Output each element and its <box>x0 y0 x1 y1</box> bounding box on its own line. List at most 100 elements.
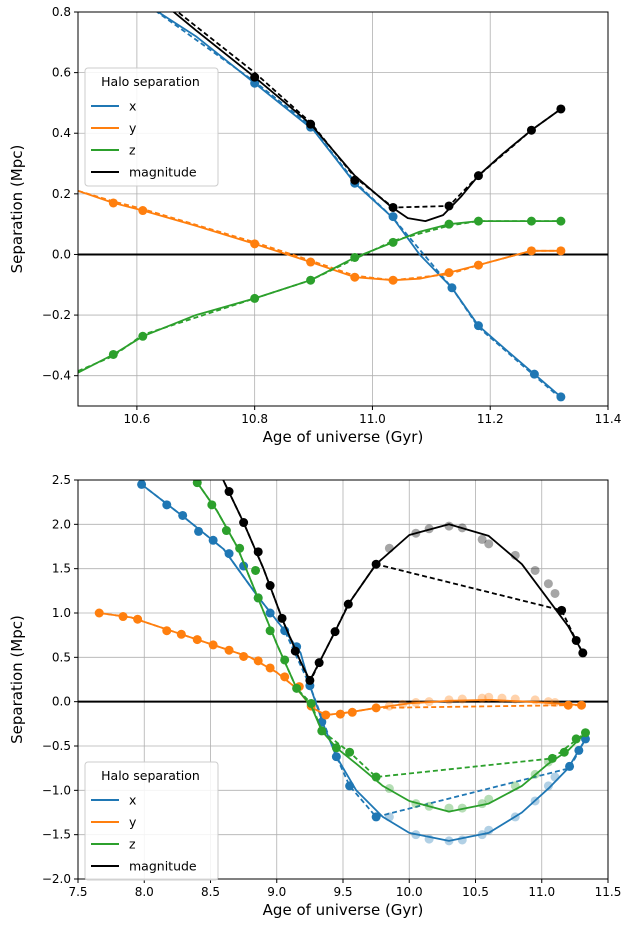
data-point-magnitude <box>224 487 234 497</box>
data-point-z <box>526 216 536 226</box>
x-axis-label: Age of universe (Gyr) <box>263 428 424 446</box>
x-tick-label: 9.5 <box>333 885 352 899</box>
data-point-x <box>473 321 483 331</box>
y-axis-label: Separation (Mpc) <box>8 615 26 744</box>
y-tick-label: 0.6 <box>52 66 71 80</box>
data-point-z <box>306 275 316 285</box>
legend-box <box>84 761 219 881</box>
data-point-z <box>235 543 245 553</box>
series-line-x <box>141 483 587 842</box>
data-point-y <box>250 239 260 249</box>
y-tick-label: 0.0 <box>52 247 71 261</box>
data-point-y <box>577 700 586 710</box>
data-point-z <box>138 331 148 341</box>
x-tick-label: 7.5 <box>68 885 87 899</box>
data-point-y <box>253 656 263 666</box>
legend-label-z: z <box>129 837 136 852</box>
data-point-z <box>331 743 341 753</box>
y-tick-label: −1.5 <box>42 828 71 842</box>
series-dashed-y <box>99 612 582 716</box>
faded-point-magnitude <box>484 539 494 549</box>
x-tick-label: 11.2 <box>477 412 504 426</box>
data-point-y <box>306 257 316 267</box>
y-tick-label: 0.5 <box>52 650 71 664</box>
legend-label-y: y <box>129 815 137 830</box>
data-point-x <box>580 734 590 744</box>
panel-1: 10.6 10.8 11.0 11.2 11.4 −0.4 −0.2 0.0 0.2 0.4 0.6… <box>8 5 622 446</box>
x-tick-label: 11.5 <box>595 885 622 899</box>
data-point-y <box>280 672 290 682</box>
data-point-z <box>345 747 355 757</box>
data-point-x <box>345 781 355 791</box>
x-tick-label: 10.5 <box>462 885 489 899</box>
series-line-magnitude <box>172 12 562 223</box>
data-point-y <box>526 246 536 256</box>
data-point-magnitude <box>239 518 249 528</box>
data-point-x <box>162 500 172 510</box>
x-tick-label: 11.0 <box>528 885 555 899</box>
data-point-magnitude <box>350 175 360 185</box>
data-point-y <box>133 614 143 624</box>
series-dashed-x <box>155 12 562 400</box>
data-point-z <box>350 252 360 262</box>
legend-label-x: x <box>129 793 136 808</box>
legend-title: Halo separation <box>101 768 200 783</box>
data-point-y <box>444 268 454 278</box>
data-point-z <box>559 747 569 757</box>
data-point-z <box>108 349 118 359</box>
data-point-z <box>251 565 261 575</box>
x-tick-label: 11.4 <box>595 412 622 426</box>
faded-point-y <box>457 694 467 704</box>
data-point-z <box>253 593 263 603</box>
data-point-z <box>556 216 566 226</box>
data-point-y <box>162 626 172 636</box>
legend-label-y: y <box>129 121 137 136</box>
data-point-x <box>565 761 575 771</box>
x-tick-label: 10.8 <box>241 412 268 426</box>
legend-title: Halo separation <box>101 74 200 89</box>
data-point-magnitude <box>371 559 381 569</box>
data-point-x <box>208 535 218 545</box>
data-point-x <box>331 752 341 762</box>
data-point-magnitude <box>306 119 316 129</box>
data-point-y <box>118 612 128 622</box>
data-point-x <box>137 480 147 489</box>
data-point-magnitude <box>578 648 588 658</box>
x-tick-label: 10.6 <box>124 412 151 426</box>
data-point-z <box>221 526 231 536</box>
data-point-x <box>556 392 566 402</box>
data-point-magnitude <box>343 599 353 609</box>
data-point-z <box>473 216 483 226</box>
data-point-z <box>571 734 581 744</box>
faded-point-magnitude <box>477 534 487 544</box>
data-point-y <box>473 260 483 270</box>
y-tick-label: −0.5 <box>42 739 71 753</box>
data-point-z <box>388 237 398 247</box>
y-tick-label: −0.4 <box>42 369 71 383</box>
data-point-x <box>371 812 381 822</box>
data-point-magnitude <box>388 202 398 212</box>
data-point-y <box>138 206 148 216</box>
y-tick-label: 0.0 <box>52 695 71 709</box>
y-tick-label: −0.2 <box>42 308 71 322</box>
data-point-magnitude <box>444 201 454 211</box>
data-point-magnitude <box>253 547 263 557</box>
faded-point-y <box>510 694 520 704</box>
legend: Halo separation xyz magnitude <box>84 761 219 881</box>
x-tick-label: 8.5 <box>201 885 220 899</box>
data-point-y <box>563 700 573 710</box>
data-point-magnitude <box>250 72 260 82</box>
data-point-y <box>176 629 186 639</box>
y-tick-label: −2.0 <box>42 872 71 886</box>
faded-point-x <box>550 772 560 782</box>
faded-point-y <box>444 695 454 705</box>
data-point-z <box>444 219 454 229</box>
data-point-z <box>317 726 327 736</box>
faded-point-magnitude <box>543 579 553 589</box>
legend-label-z: z <box>129 143 136 158</box>
data-point-magnitude <box>526 125 536 135</box>
legend-label-magnitude: magnitude <box>129 165 197 180</box>
series-line-z <box>78 220 561 374</box>
legend-label-x: x <box>129 99 136 114</box>
